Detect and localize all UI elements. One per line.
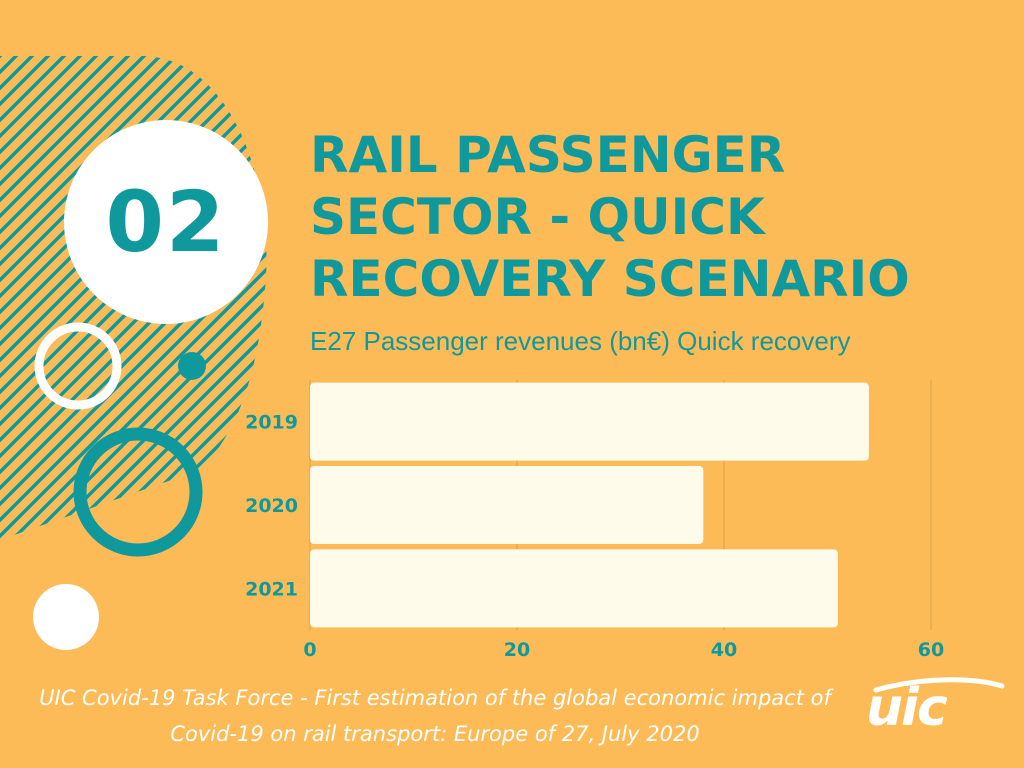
teal-ring bbox=[73, 427, 203, 557]
section-number-badge: 02 bbox=[64, 120, 268, 324]
category-label: 2019 bbox=[245, 412, 298, 434]
source-caption: UIC Covid-19 Task Force - First estimati… bbox=[39, 686, 831, 746]
bar bbox=[310, 549, 838, 628]
bar bbox=[310, 382, 869, 461]
category-label: 2020 bbox=[245, 495, 298, 517]
uic-logo: uic bbox=[866, 676, 1006, 740]
logo-swoosh-icon bbox=[873, 677, 1005, 693]
section-number: 02 bbox=[105, 173, 227, 271]
bar bbox=[310, 466, 704, 544]
tick-label: 40 bbox=[711, 639, 737, 661]
logo-text: uic bbox=[866, 678, 948, 738]
tick-label: 0 bbox=[303, 639, 316, 661]
tick-label: 20 bbox=[504, 639, 530, 661]
category-label: 2021 bbox=[245, 578, 298, 600]
white-dot bbox=[33, 584, 99, 650]
teal-dot bbox=[178, 352, 206, 380]
page-title: RAIL PASSENGER SECTOR - QUICK RECOVERY S… bbox=[310, 126, 910, 308]
bar-chart: 2019 2020 2021 0 20 40 60 bbox=[245, 380, 944, 661]
white-ring bbox=[34, 322, 122, 410]
chart-title: E27 Passenger revenues (bn€) Quick recov… bbox=[310, 326, 851, 356]
tick-label: 60 bbox=[918, 639, 944, 661]
